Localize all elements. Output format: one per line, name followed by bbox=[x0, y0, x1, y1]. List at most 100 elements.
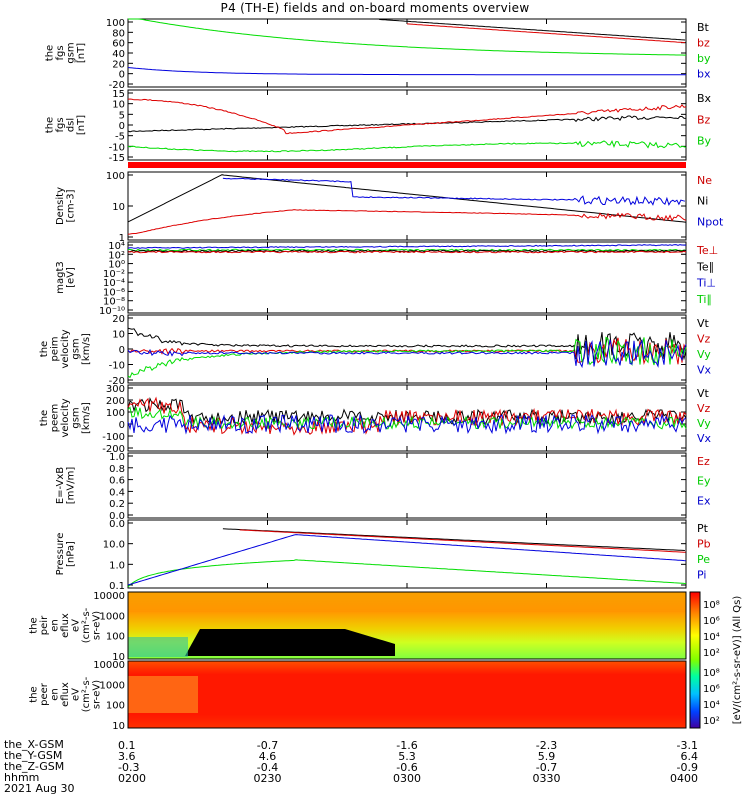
y-axis-label: the bbox=[29, 686, 40, 702]
ephemeris-value: -0.9 bbox=[677, 761, 698, 774]
ephemeris-value: -0.7 bbox=[257, 739, 278, 752]
y-tick-label: 0 bbox=[119, 70, 125, 81]
colorbar-tick-label: 10⁶ bbox=[703, 684, 720, 695]
colorbar-tick-label: 10⁸ bbox=[703, 600, 720, 611]
y-axis-label: sr-eV) bbox=[92, 611, 103, 640]
legend-label: Ey bbox=[697, 475, 711, 488]
y-tick-label: 40 bbox=[112, 49, 125, 60]
legend-label: bz bbox=[697, 37, 710, 50]
series-Vx-line bbox=[127, 338, 687, 369]
y-tick-label: 20 bbox=[112, 314, 125, 325]
legend-label: Ez bbox=[697, 455, 710, 468]
y-tick-label: -20 bbox=[109, 80, 125, 91]
series-bz-line bbox=[406, 23, 686, 44]
y-axis-label: Pressure bbox=[55, 533, 66, 576]
series-Ti-perp-line bbox=[127, 244, 686, 249]
y-axis-label: eflux bbox=[60, 682, 71, 707]
y-axis-label: peem bbox=[50, 404, 61, 432]
series-Pi-line bbox=[127, 534, 687, 586]
y-tick-label: 300 bbox=[106, 384, 125, 395]
panel-frame bbox=[127, 519, 687, 589]
ephemeris-value: 4.6 bbox=[259, 750, 277, 763]
legend-label: Te⊥ bbox=[696, 244, 718, 257]
eph-label-z: the_Z-GSM bbox=[4, 760, 65, 773]
y-tick-label: 10.0 bbox=[103, 540, 125, 551]
y-tick-label: 10⁰ bbox=[108, 260, 125, 271]
series-Vt-line bbox=[127, 327, 687, 361]
ephemeris-value: 6.4 bbox=[681, 750, 699, 763]
legend-label: Vz bbox=[697, 402, 711, 415]
series-Pb-line bbox=[239, 529, 686, 553]
y-tick-label: -5 bbox=[115, 132, 125, 143]
y-tick-label: 0.8 bbox=[109, 464, 125, 475]
ephemeris-value: -0.7 bbox=[536, 761, 557, 774]
y-axis-label: [eV] bbox=[65, 267, 76, 288]
series-Bt-line bbox=[379, 18, 686, 41]
electron-spectrogram-frame bbox=[127, 660, 687, 729]
ephemeris-value: -2.3 bbox=[536, 739, 557, 752]
legend-label: Pb bbox=[697, 538, 711, 551]
y-tick-label: 1.0 bbox=[109, 452, 125, 463]
ephemeris-value: -0.6 bbox=[396, 761, 417, 774]
y-tick-label: 10⁻² bbox=[103, 269, 125, 280]
eph-label-hhmm: hhmm bbox=[4, 771, 40, 784]
y-axis-label: E=-VxB bbox=[55, 467, 66, 504]
y-axis-label: the bbox=[39, 341, 50, 357]
y-axis-label: peir bbox=[39, 615, 50, 635]
y-tick-label: 10000 bbox=[93, 660, 125, 671]
colorbar-label: [eV/(cm²-s-sr-eV)] (All Qs) bbox=[732, 596, 743, 725]
y-tick-label: 0.6 bbox=[109, 476, 125, 487]
legend-label: Ni bbox=[697, 195, 708, 208]
y-tick-label: 0 bbox=[119, 345, 125, 356]
legend-label: Ne bbox=[697, 174, 712, 187]
y-tick-label: 80 bbox=[112, 28, 125, 39]
ion-spectrogram-frame bbox=[127, 591, 687, 660]
eph-label-date: 2021 Aug 30 bbox=[4, 782, 75, 795]
legend-label: Ti⊥ bbox=[696, 277, 716, 290]
y-tick-label: 10 bbox=[112, 202, 125, 213]
ephemeris-value: -0.3 bbox=[118, 761, 139, 774]
eph-label-x: the_X-GSM bbox=[4, 738, 64, 751]
y-axis-label: [cm-3] bbox=[65, 189, 76, 222]
colorbar-tick-label: 10⁶ bbox=[703, 616, 720, 627]
y-tick-label: 100 bbox=[106, 408, 125, 419]
y-axis-label: gsm bbox=[65, 42, 76, 63]
series-Bx-line bbox=[127, 115, 687, 133]
y-tick-label: 0 bbox=[119, 420, 125, 431]
legend-label: Vt bbox=[697, 317, 710, 330]
y-tick-label: 0.1 bbox=[109, 581, 125, 592]
y-tick-label: 200 bbox=[106, 396, 125, 407]
series-Ti-par-line bbox=[128, 248, 687, 252]
y-tick-label: 10⁻⁶ bbox=[103, 287, 125, 298]
y-tick-label: 1000 bbox=[100, 680, 125, 691]
y-tick-label: 10 bbox=[112, 100, 125, 111]
y-tick-label: 1.0 bbox=[109, 560, 125, 571]
y-axis-label: velocity bbox=[60, 329, 71, 368]
ephemeris-value: 0400 bbox=[670, 772, 698, 785]
legend-label: Bz bbox=[697, 113, 711, 126]
ephemeris-value: -3.1 bbox=[677, 739, 698, 752]
colorbar-tick-label: 10² bbox=[703, 716, 720, 727]
ephemeris-value: 3.6 bbox=[118, 750, 136, 763]
y-axis-label: the bbox=[39, 410, 50, 426]
y-tick-label: 0.0 bbox=[109, 519, 125, 530]
series-bx-line bbox=[127, 67, 686, 76]
y-axis-label: [nT] bbox=[76, 43, 87, 63]
y-axis-label: fgs bbox=[55, 45, 66, 60]
y-tick-label: 20 bbox=[112, 59, 125, 70]
legend-label: Bx bbox=[697, 92, 712, 105]
y-axis-label: dsl bbox=[65, 118, 76, 132]
y-tick-label: 10² bbox=[108, 250, 125, 261]
y-axis-label: the bbox=[29, 617, 40, 633]
y-tick-label: 10⁴ bbox=[108, 241, 125, 252]
y-axis-label: [nPa] bbox=[65, 541, 76, 567]
legend-label: by bbox=[697, 52, 711, 65]
y-tick-label: 100 bbox=[106, 701, 125, 712]
ion-spectrogram-low bbox=[128, 637, 188, 657]
y-axis-label: the bbox=[44, 117, 55, 133]
y-tick-label: 10 bbox=[112, 652, 125, 663]
y-tick-label: 0.0 bbox=[109, 511, 125, 522]
series-Bz-line bbox=[127, 98, 687, 135]
legend-label: Vz bbox=[697, 333, 711, 346]
y-axis-label: (cm²-s- bbox=[81, 676, 92, 712]
